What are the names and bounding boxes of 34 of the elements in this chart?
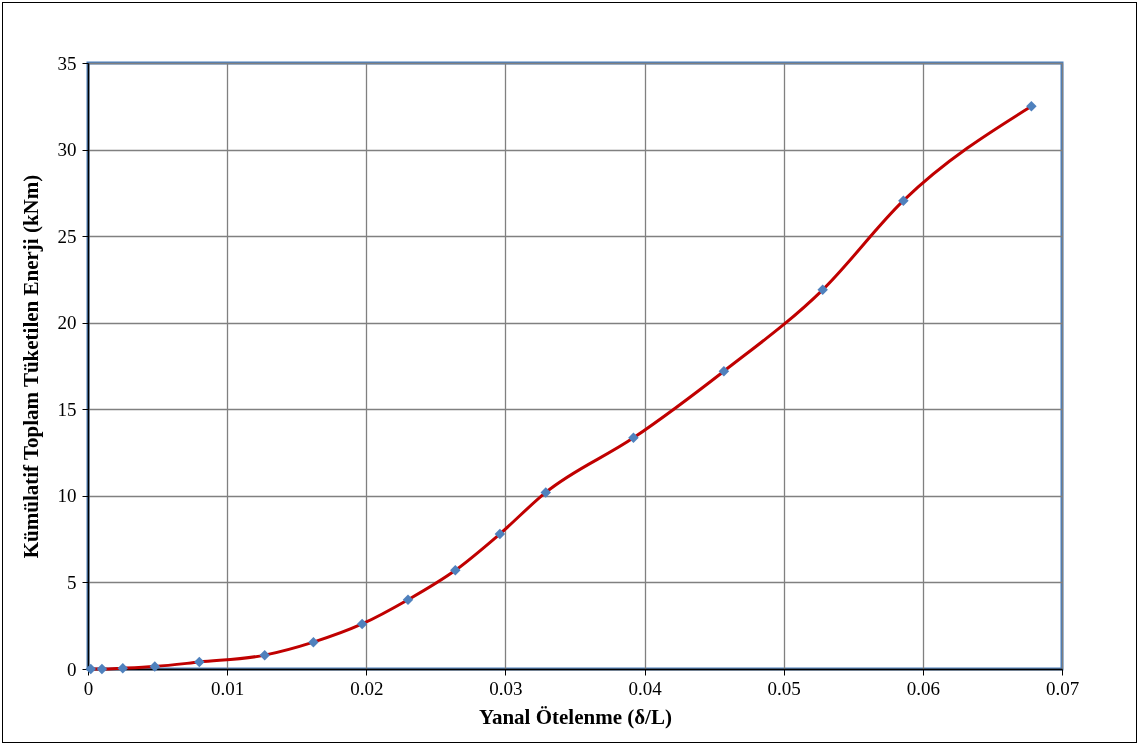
- point: [117, 662, 129, 674]
- point: [898, 195, 909, 206]
- point: [494, 528, 506, 540]
- y-tick-label: 35: [57, 52, 77, 74]
- y-axis-title: Kümülatif Toplam Tüketilen Enerji (kNm): [18, 174, 43, 559]
- point: [718, 365, 730, 377]
- point: [308, 636, 319, 648]
- y-tick-label: 0: [67, 658, 77, 680]
- x-tick-label: 0.05: [767, 677, 801, 699]
- y-tick-label: 5: [67, 571, 77, 593]
- point: [817, 284, 828, 296]
- point: [259, 649, 270, 661]
- y-tick-label: 25: [57, 225, 77, 247]
- point: [540, 487, 552, 498]
- x-tick-label: 0.04: [628, 677, 663, 699]
- x-tick-label: 0.06: [906, 677, 940, 699]
- point: [356, 618, 368, 630]
- x-tick-label: 0: [83, 677, 94, 699]
- y-tick-label: 15: [57, 398, 77, 420]
- x-axis-title: Yanal Ötelenme (δ/L): [479, 704, 672, 729]
- x-tick-label: 0.07: [1045, 677, 1080, 699]
- y-tick-label: 20: [57, 312, 77, 334]
- point: [1026, 101, 1037, 112]
- x-tick-label: 0.02: [350, 677, 384, 699]
- x-tick-label: 0.01: [211, 677, 245, 699]
- point: [402, 594, 414, 605]
- point: [450, 565, 461, 576]
- point: [96, 663, 108, 675]
- point: [194, 656, 205, 668]
- point: [149, 661, 161, 672]
- x-tick-label: 0.03: [489, 677, 523, 699]
- y-tick-label: 30: [57, 139, 77, 161]
- point: [628, 432, 639, 444]
- y-tick-label: 10: [57, 485, 77, 507]
